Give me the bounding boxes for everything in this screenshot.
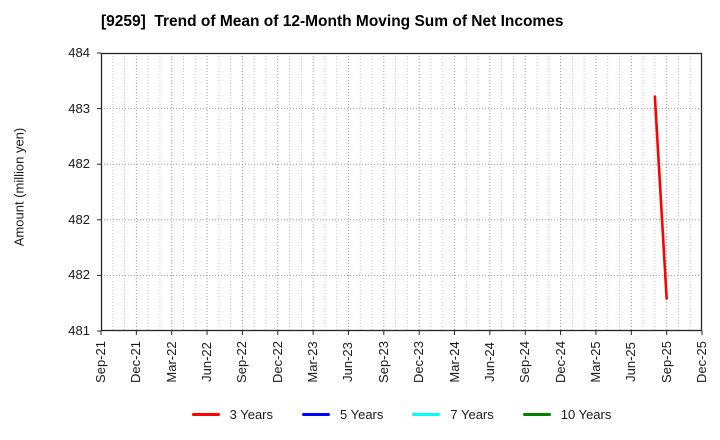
- legend-swatch-7-years: [412, 412, 441, 416]
- y-axis-labels: 484 483 482 482 482 481: [0, 45, 90, 338]
- legend-item-5-years: 5 Years: [302, 407, 383, 422]
- x-tick-label: Jun-23: [340, 342, 356, 382]
- y-tick-label: 484: [68, 45, 90, 60]
- y-tick-label: 482: [68, 211, 90, 227]
- x-tick-label: Mar-22: [163, 341, 179, 383]
- x-tick-label: Jun-25: [623, 342, 639, 382]
- x-tick-label: Mar-24: [446, 341, 462, 383]
- legend-item-3-years: 3 Years: [191, 406, 273, 422]
- legend-swatch-10-years: [522, 412, 551, 416]
- x-tick-label: Sep-23: [375, 341, 391, 383]
- y-tick-label: 481: [68, 323, 90, 338]
- legend-label: 3 Years: [229, 406, 273, 422]
- y-tick-label: 483: [68, 100, 90, 116]
- x-tick-label: Dec-21: [128, 341, 144, 383]
- legend-label: 7 Years: [450, 406, 494, 422]
- y-tick-label: 482: [68, 267, 90, 283]
- x-tick-label: Mar-23: [305, 341, 321, 383]
- x-tick-label: Sep-21: [93, 341, 108, 383]
- x-tick-label: Dec-22: [269, 341, 285, 383]
- x-tick-label: Jun-24: [481, 342, 497, 382]
- x-tick-label: Sep-22: [234, 341, 250, 383]
- legend-item-7-years: 7 Years: [412, 406, 494, 422]
- x-tick-label: Dec-25: [694, 341, 709, 383]
- x-tick-label: Jun-22: [199, 342, 215, 382]
- series-line-3-years: [653, 95, 668, 300]
- plot-svg: [97, 52, 703, 335]
- x-axis-labels: Sep-21 Dec-21 Mar-22 Jun-22 Sep-22 Dec-22 Mar-…: [93, 331, 709, 397]
- chart-title: [9259] Trend of Mean of 12-Month Moving …: [101, 13, 564, 30]
- x-tick-label: Dec-24: [552, 341, 568, 383]
- legend-label: 5 Years: [340, 406, 384, 422]
- plot-area: [97, 52, 703, 335]
- legend-swatch-5-years: [302, 412, 330, 416]
- legend-swatch-3-years: [191, 412, 220, 416]
- x-tick-label: Sep-25: [658, 341, 674, 383]
- x-tick-label: Dec-23: [411, 341, 427, 383]
- legend-item-10-years: 10 Years: [522, 406, 612, 422]
- y-tick-label: 482: [68, 156, 90, 172]
- x-tick-label: Sep-24: [517, 341, 533, 383]
- legend-label: 10 Years: [560, 406, 612, 422]
- legend: 3 Years 5 Years 7 Years 10 Years: [101, 402, 702, 426]
- plot-border: [100, 52, 703, 332]
- x-tick-label: Mar-25: [587, 341, 603, 383]
